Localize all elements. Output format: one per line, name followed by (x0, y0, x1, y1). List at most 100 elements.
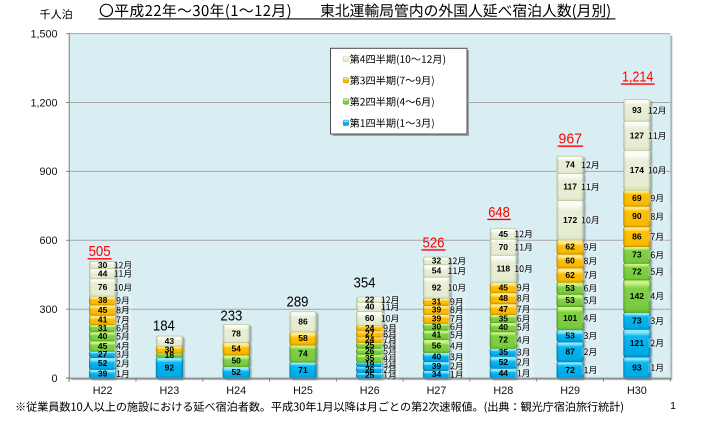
svg-text:26: 26 (365, 346, 375, 356)
svg-text:1,500: 1,500 (30, 28, 57, 40)
svg-text:74: 74 (565, 160, 575, 170)
svg-text:53: 53 (565, 331, 575, 341)
svg-text:127: 127 (630, 131, 644, 141)
svg-text:39: 39 (98, 369, 108, 379)
svg-text:30: 30 (165, 344, 175, 354)
svg-text:45: 45 (499, 282, 509, 292)
svg-text:900: 900 (39, 166, 57, 178)
svg-text:78: 78 (231, 328, 241, 338)
svg-text:92: 92 (432, 282, 442, 292)
svg-text:54: 54 (231, 344, 241, 354)
svg-text:H26: H26 (360, 385, 380, 397)
svg-text:58: 58 (298, 333, 308, 343)
svg-text:32: 32 (432, 256, 442, 266)
svg-text:31: 31 (98, 323, 108, 333)
svg-text:117: 117 (563, 182, 577, 192)
svg-text:35: 35 (499, 313, 509, 323)
svg-text:40: 40 (98, 331, 108, 341)
svg-text:62: 62 (565, 270, 575, 280)
svg-text:90: 90 (632, 211, 642, 221)
svg-text:44: 44 (499, 368, 509, 378)
svg-text:50: 50 (231, 355, 241, 365)
svg-text:1,214: 1,214 (622, 69, 654, 86)
svg-text:648: 648 (488, 204, 510, 221)
svg-text:19: 19 (365, 359, 375, 369)
svg-text:233: 233 (220, 308, 242, 325)
svg-text:526: 526 (423, 234, 445, 251)
svg-text:24: 24 (365, 323, 375, 333)
svg-text:H28: H28 (493, 385, 513, 397)
svg-text:87: 87 (565, 347, 575, 357)
svg-text:40: 40 (365, 302, 375, 312)
svg-text:45: 45 (98, 305, 108, 315)
svg-text:56: 56 (432, 341, 442, 351)
svg-text:70: 70 (499, 242, 509, 252)
svg-text:25: 25 (365, 370, 375, 380)
svg-text:35: 35 (365, 353, 375, 363)
svg-text:26: 26 (365, 364, 375, 374)
svg-text:92: 92 (165, 363, 175, 373)
svg-text:52: 52 (98, 358, 108, 368)
svg-text:72: 72 (499, 335, 509, 345)
svg-text:101: 101 (563, 313, 577, 323)
svg-text:53: 53 (565, 283, 575, 293)
svg-text:174: 174 (630, 165, 644, 175)
svg-text:27: 27 (365, 329, 375, 339)
svg-text:74: 74 (298, 348, 308, 358)
svg-text:H23: H23 (159, 385, 179, 397)
svg-text:47: 47 (499, 304, 509, 314)
svg-text:1,200: 1,200 (30, 97, 57, 109)
svg-text:24: 24 (365, 335, 375, 345)
svg-text:25: 25 (365, 340, 375, 350)
svg-text:62: 62 (565, 242, 575, 252)
svg-text:69: 69 (632, 193, 642, 203)
svg-text:52: 52 (499, 357, 509, 367)
svg-text:73: 73 (632, 250, 642, 260)
svg-text:40: 40 (499, 322, 509, 332)
svg-text:18: 18 (165, 350, 175, 360)
svg-text:73: 73 (632, 316, 642, 326)
svg-text:44: 44 (98, 268, 108, 278)
svg-text:76: 76 (98, 282, 108, 292)
svg-text:60: 60 (365, 313, 375, 323)
svg-text:H27: H27 (427, 385, 447, 397)
svg-text:300: 300 (39, 304, 57, 316)
svg-text:45: 45 (98, 341, 108, 351)
svg-text:45: 45 (499, 229, 509, 239)
svg-text:184: 184 (153, 317, 175, 334)
svg-text:72: 72 (565, 365, 575, 375)
svg-text:48: 48 (499, 293, 509, 303)
svg-text:54: 54 (432, 266, 442, 276)
svg-text:31: 31 (432, 297, 442, 307)
svg-text:43: 43 (165, 336, 175, 346)
svg-text:86: 86 (632, 231, 642, 241)
svg-text:93: 93 (632, 362, 642, 372)
svg-text:53: 53 (565, 295, 575, 305)
svg-text:30: 30 (98, 260, 108, 270)
svg-text:289: 289 (287, 293, 309, 310)
svg-text:0: 0 (51, 373, 57, 385)
svg-text:39: 39 (432, 305, 442, 315)
svg-text:40: 40 (432, 352, 442, 362)
svg-text:27: 27 (98, 349, 108, 359)
svg-text:39: 39 (432, 361, 442, 371)
svg-text:H29: H29 (560, 385, 580, 397)
svg-text:38: 38 (98, 295, 108, 305)
svg-text:60: 60 (565, 256, 575, 266)
svg-text:30: 30 (432, 321, 442, 331)
svg-text:354: 354 (354, 275, 376, 292)
svg-text:172: 172 (563, 215, 577, 225)
svg-text:H30: H30 (627, 385, 647, 397)
svg-text:35: 35 (499, 347, 509, 357)
svg-text:93: 93 (632, 105, 642, 115)
svg-text:86: 86 (298, 317, 308, 327)
svg-text:34: 34 (432, 369, 442, 379)
svg-text:H22: H22 (93, 385, 113, 397)
svg-text:39: 39 (432, 314, 442, 324)
svg-text:505: 505 (89, 243, 111, 260)
svg-text:121: 121 (630, 338, 644, 348)
svg-text:1: 1 (670, 400, 676, 412)
svg-text:967: 967 (559, 131, 583, 148)
svg-text:22: 22 (365, 295, 375, 305)
svg-text:142: 142 (630, 291, 644, 301)
